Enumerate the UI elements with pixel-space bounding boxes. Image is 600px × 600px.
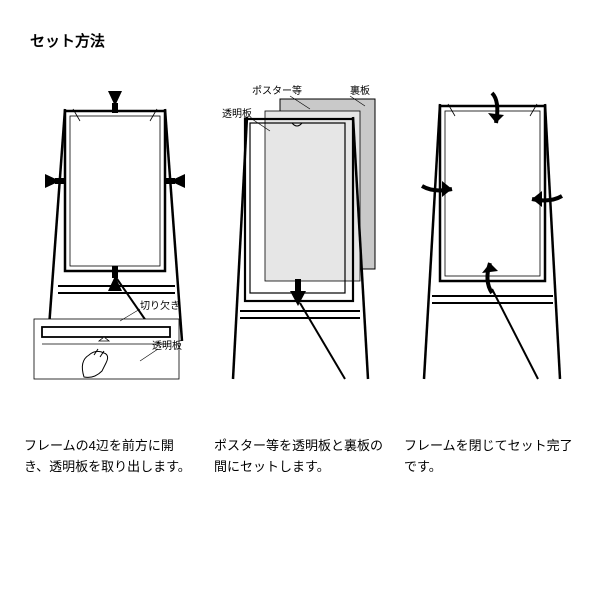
panel-2: ポスター等 透明板 裏板 ポスター等を透明板と裏板の間にセットします。 [210,81,390,478]
page-title: セット方法 [30,30,580,51]
panel-2-illustration: ポスター等 透明板 裏板 [210,81,390,421]
label-clear-panel: 透明板 [152,339,182,352]
label-back-panel: 裏板 [350,84,370,97]
panel-3: フレームを閉じてセット完了です。 [400,81,580,478]
panel-1-illustration: 切り欠き 透明板 [20,81,200,421]
panel-1: 切り欠き 透明板 フレームの4辺を前方に開き、透明板を取り出します。 [20,81,200,478]
panel-3-caption: フレームを閉じてセット完了です。 [400,436,580,478]
panel-3-illustration [400,81,580,421]
panel-1-caption: フレームの4辺を前方に開き、透明板を取り出します。 [20,436,200,478]
label-notch: 切り欠き [140,299,180,312]
label-clear-panel-2: 透明板 [222,107,252,120]
label-poster: ポスター等 [252,84,302,97]
instruction-panels: 切り欠き 透明板 フレームの4辺を前方に開き、透明板を取り出します。 [20,81,580,478]
panel-2-caption: ポスター等を透明板と裏板の間にセットします。 [210,436,390,478]
